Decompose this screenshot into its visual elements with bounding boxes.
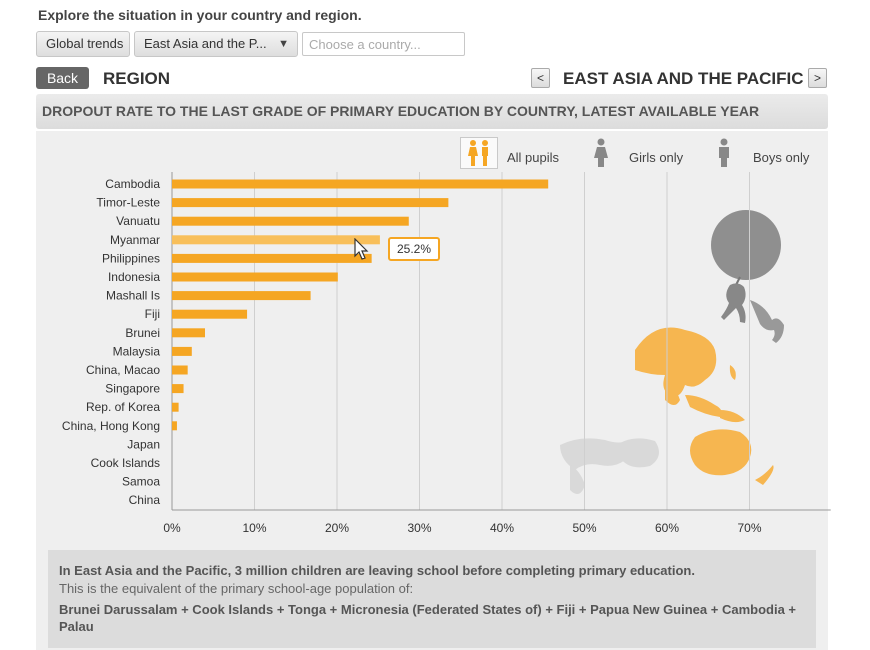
bar-singapore[interactable] [172,384,184,394]
bar-china-macao[interactable] [172,365,188,375]
boy-icon[interactable] [706,137,744,169]
level-label: REGION [103,69,171,88]
category-label: Myanmar [110,233,160,247]
category-label: Indonesia [108,270,160,284]
x-tick-label: 40% [490,521,514,535]
bar-rep-of-korea[interactable] [172,402,179,412]
x-tick-label: 50% [572,521,596,535]
bar-malaysia[interactable] [172,346,192,356]
summary-box: In East Asia and the Pacific, 3 million … [48,550,816,648]
category-label: Timor-Leste [96,196,160,210]
category-label: Malaysia [113,344,161,358]
category-label: Vanuatu [116,214,160,228]
category-label: Philippines [102,251,160,265]
bar-vanuatu[interactable] [172,216,409,226]
region-map-illustration [560,210,784,494]
region-select[interactable]: East Asia and the P... ▼ [134,31,298,57]
bar-tooltip: 25.2% [388,237,440,261]
x-tick-label: 60% [655,521,679,535]
next-region-button[interactable]: > [808,68,827,88]
summary-headline: In East Asia and the Pacific, 3 million … [59,563,695,578]
boy-girl-icon[interactable] [460,137,498,169]
category-label: Cambodia [105,177,160,191]
summary-subtext: This is the equivalent of the primary sc… [59,581,414,596]
bar-cambodia[interactable] [172,179,549,189]
category-label: Brunei [125,326,160,340]
filter-boys-only[interactable]: Boys only [753,150,810,165]
bar-timor-leste[interactable] [172,198,449,208]
previous-region-button[interactable]: < [531,68,550,88]
category-label: Japan [127,437,160,451]
category-label: China, Hong Kong [62,419,160,433]
category-label: Cook Islands [91,456,160,470]
filter-all-pupils[interactable]: All pupils [507,150,560,165]
x-tick-label: 30% [407,521,431,535]
bar-philippines[interactable] [172,253,372,263]
country-search-input[interactable] [302,32,465,56]
category-label: Samoa [122,475,160,489]
mouse-cursor-icon [354,238,369,260]
bar-myanmar[interactable] [172,235,380,245]
x-tick-label: 70% [737,521,761,535]
intro-text: Explore the situation in your country an… [38,7,362,23]
bar-fiji[interactable] [172,309,248,319]
bar-indonesia[interactable] [172,272,338,282]
panel-title: DROPOUT RATE TO THE LAST GRADE OF PRIMAR… [36,94,828,129]
x-tick-label: 0% [163,521,181,535]
category-label: China, Macao [86,363,160,377]
category-label: Rep. of Korea [86,400,160,414]
category-label: Fiji [145,307,160,321]
global-trends-button[interactable]: Global trends [36,31,130,57]
bar-mashall-is[interactable] [172,291,311,301]
region-name: EAST ASIA AND THE PACIFIC [563,69,804,88]
category-label: China [129,493,161,507]
back-button[interactable]: Back [36,67,89,89]
region-select-value: East Asia and the P... [144,36,267,51]
category-label: Singapore [105,382,160,396]
x-tick-label: 20% [325,521,349,535]
category-label: Mashall Is [106,289,160,303]
chevron-down-icon: ▼ [278,38,289,50]
bar-brunei[interactable] [172,328,205,338]
bar-china-hong-kong[interactable] [172,421,177,431]
summary-countries: Brunei Darussalam + Cook Islands + Tonga… [59,602,797,634]
filter-girls-only[interactable]: Girls only [629,150,684,165]
x-tick-label: 10% [242,521,266,535]
girl-icon[interactable] [585,137,623,169]
